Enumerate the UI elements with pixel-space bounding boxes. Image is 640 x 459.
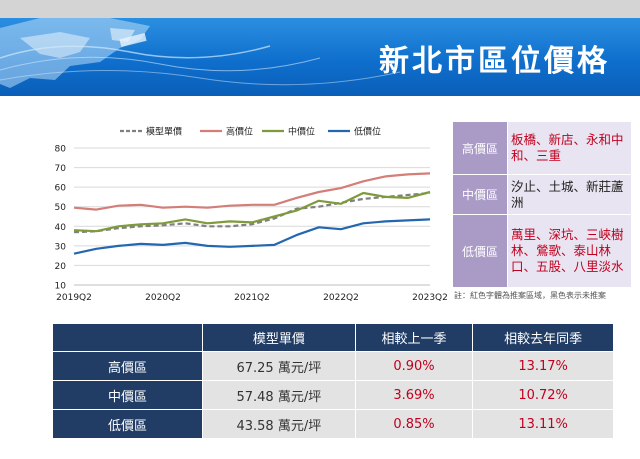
x-tick-label: 2021Q2 (234, 293, 270, 303)
legend-label: 低價位 (354, 126, 381, 138)
page-title: 新北市區位價格 (379, 44, 610, 79)
y-tick-label: 80 (55, 145, 67, 155)
y-tick-label: 60 (55, 184, 67, 194)
region-label-low: 低價區 (452, 214, 508, 288)
table-row: 低價區 43.58 萬元/坪 0.85% 13.11% (52, 409, 614, 439)
stats-header-corner (52, 323, 203, 352)
stats-header-price: 模型單價 (202, 323, 356, 352)
header-banner: 新北市區位價格 (0, 18, 640, 96)
row-price: 43.58 萬元/坪 (202, 409, 356, 439)
row-yoy: 13.11% (472, 409, 614, 439)
row-name: 低價區 (52, 409, 203, 439)
table-row: 高價區 67.25 萬元/坪 0.90% 13.17% (52, 351, 614, 381)
series-line (73, 191, 431, 234)
y-tick-label: 30 (55, 242, 67, 252)
y-tick-label: 50 (55, 203, 67, 213)
map-graphic (0, 18, 401, 88)
x-tick-label: 2023Q2 (412, 293, 448, 303)
stats-header-yoy: 相較去年同季 (472, 323, 614, 352)
region-label-mid: 中價區 (452, 174, 508, 215)
y-tick-label: 70 (55, 164, 67, 174)
legend-label: 模型單價 (146, 127, 182, 138)
series-line (73, 190, 431, 233)
row-name: 中價區 (52, 380, 203, 410)
footnote: 註：紅色字體為推案區域，黑色表示未推案 (454, 291, 606, 300)
table-row: 中價區 57.48 萬元/坪 3.69% 10.72% (52, 380, 614, 410)
stats-table: 模型單價 相較上一季 相較去年同季 高價區 67.25 萬元/坪 0.90% 1… (52, 323, 614, 439)
y-tick-label: 20 (55, 262, 67, 272)
series-line (73, 172, 431, 211)
region-districts-low: 萬里、深坑、三峽樹林、鶯歌、泰山林口、五股、八里淡水 (507, 214, 632, 288)
row-yoy: 13.17% (472, 351, 614, 381)
top-strip (0, 0, 640, 18)
row-qoq: 0.85% (354, 409, 474, 439)
row-qoq: 0.90% (354, 351, 474, 381)
x-tick-label: 2022Q2 (323, 293, 359, 303)
region-label-high: 高價區 (452, 121, 508, 175)
row-name: 高價區 (52, 351, 203, 381)
row-qoq: 3.69% (354, 380, 474, 410)
row-price: 57.48 萬元/坪 (202, 380, 356, 410)
region-districts-mid: 汐止、土城、新莊蘆洲 (507, 174, 632, 215)
stats-header-qoq: 相較上一季 (354, 323, 474, 352)
row-price: 67.25 萬元/坪 (202, 351, 356, 381)
y-tick-label: 40 (55, 223, 67, 233)
legend-label: 高價位 (226, 126, 253, 138)
x-tick-label: 2020Q2 (145, 293, 181, 303)
legend-label: 中價位 (288, 126, 315, 138)
row-yoy: 10.72% (472, 380, 614, 410)
x-tick-label: 2019Q2 (56, 293, 92, 303)
region-table: 高價區 板橋、新店、永和中和、三重 中價區 汐止、土城、新莊蘆洲 低價區 萬里、… (452, 121, 632, 288)
region-districts-high: 板橋、新店、永和中和、三重 (507, 121, 632, 175)
series-line (73, 218, 431, 255)
stats-header-row: 模型單價 相較上一季 相較去年同季 (52, 323, 614, 352)
y-tick-label: 10 (55, 282, 67, 292)
